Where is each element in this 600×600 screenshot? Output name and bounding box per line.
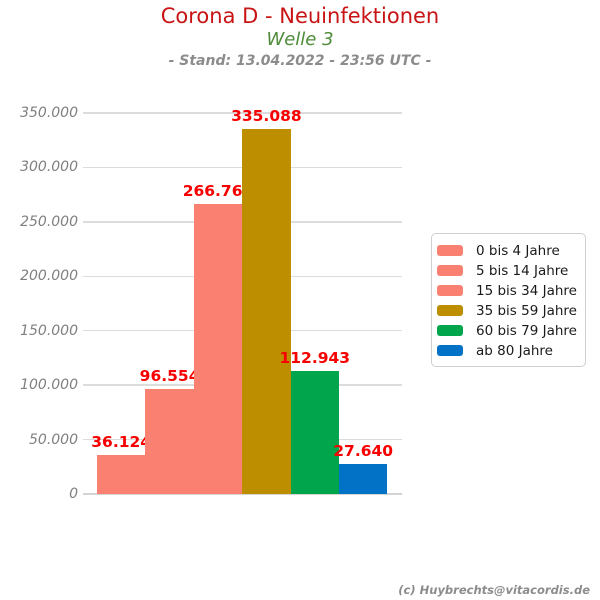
bar-value-label: 36.124	[91, 432, 152, 451]
legend-item-15-bis-34-jahre: 15 bis 34 Jahre	[437, 281, 581, 300]
y-axis-tick-label: 200.000	[20, 268, 78, 285]
legend-swatch	[437, 245, 463, 256]
bar-value-label: 335.088	[231, 107, 302, 126]
y-axis-tick-label: 250.000	[20, 213, 78, 230]
bar-value-label: 27.640	[333, 441, 394, 460]
legend-label: 5 bis 14 Jahre	[476, 262, 569, 279]
y-axis-tick-label: 300.000	[20, 159, 78, 176]
legend-item-60-bis-79-jahre: 60 bis 79 Jahre	[437, 321, 581, 340]
legend-item-35-bis-59-jahre: 35 bis 59 Jahre	[437, 301, 581, 320]
bar-60-bis-79-jahre	[290, 371, 339, 494]
legend-swatch	[437, 265, 463, 276]
bar-5-bis-14-jahre	[145, 388, 194, 494]
legend-swatch	[437, 305, 463, 316]
legend-item-0-bis-4-jahre: 0 bis 4 Jahre	[437, 241, 581, 260]
y-axis-tick-label: 150.000	[20, 322, 78, 339]
x-axis-baseline	[83, 493, 402, 496]
legend-swatch	[437, 285, 463, 296]
y-axis-tick-label: 350.000	[20, 105, 78, 121]
legend-label: 35 bis 59 Jahre	[476, 302, 577, 319]
y-axis-tick-label: 50.000	[29, 431, 78, 448]
y-axis-tick-label: 100.000	[20, 377, 78, 394]
legend-label: ab 80 Jahre	[476, 342, 553, 359]
y-axis-tick-label: 0	[69, 486, 78, 502]
chart-stand-line: - Stand: 13.04.2022 - 23:56 UTC -	[168, 53, 432, 69]
legend-item-5-bis-14-jahre: 5 bis 14 Jahre	[437, 261, 581, 280]
chart-subtitle: Welle 3	[266, 29, 334, 50]
gridline	[83, 112, 402, 114]
bar-0-bis-4-jahre	[97, 454, 146, 494]
legend-swatch	[437, 325, 463, 336]
credit-text: (c) Huybrechts@vitacordis.de	[398, 583, 590, 597]
bar-value-label: 112.943	[279, 349, 351, 368]
bar-value-label: 266.762	[182, 181, 254, 200]
legend-label: 0 bis 4 Jahre	[476, 242, 560, 259]
legend: 0 bis 4 Jahre 5 bis 14 Jahre 15 bis 34 Jah…	[431, 233, 586, 367]
legend-item-ab-80-jahre: ab 80 Jahre	[437, 341, 581, 360]
bar-15-bis-34-jahre	[193, 203, 243, 494]
bar-value-label: 96.554	[139, 366, 200, 385]
bar-35-bis-59-jahre	[242, 129, 291, 494]
chart-header: Corona D - Neuinfektionen Welle 3 - Stan…	[0, 0, 600, 70]
chart-title: Corona D - Neuinfektionen	[160, 4, 440, 28]
legend-swatch	[437, 345, 463, 356]
legend-label: 15 bis 34 Jahre	[476, 282, 577, 299]
legend-label: 60 bis 79 Jahre	[476, 322, 577, 339]
bar-ab-80-jahre	[339, 463, 388, 494]
